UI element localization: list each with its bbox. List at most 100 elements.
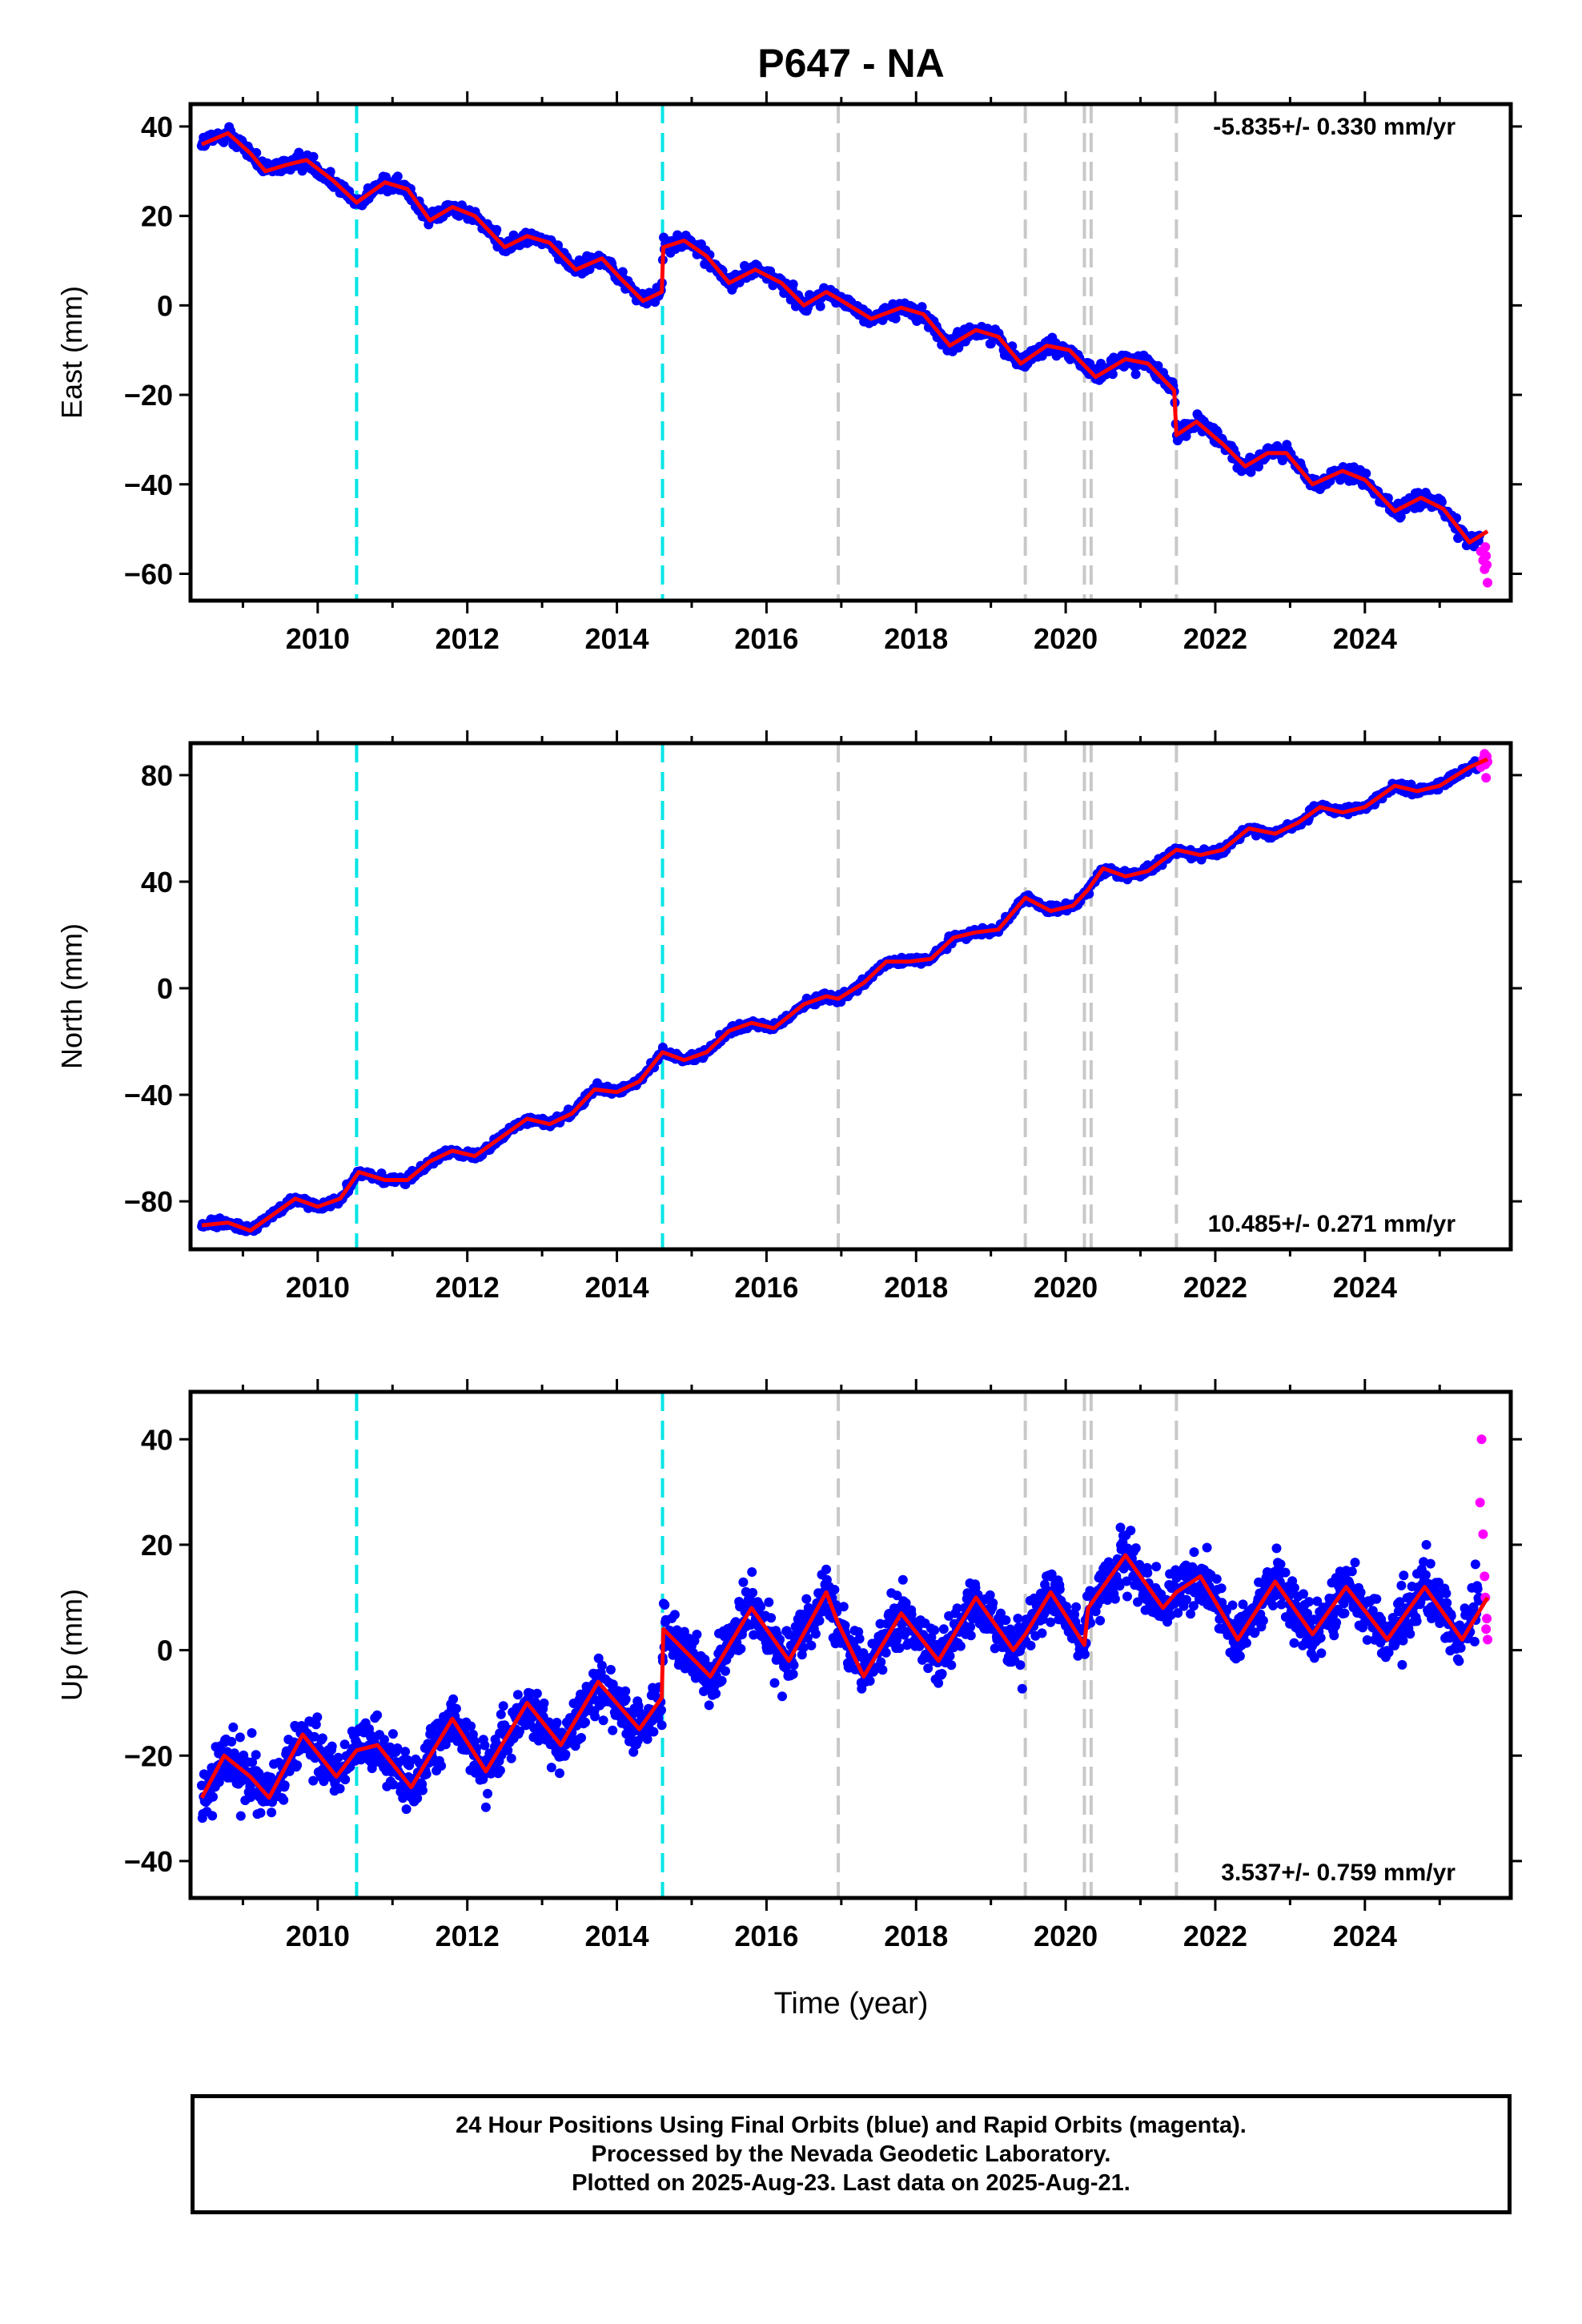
final-orbit-point xyxy=(228,1722,239,1732)
final-orbit-point xyxy=(815,301,825,312)
final-orbit-point xyxy=(1133,1597,1142,1607)
final-orbit-point xyxy=(1181,1594,1191,1605)
final-orbit-point xyxy=(1118,1563,1129,1574)
final-orbit-point xyxy=(692,1630,702,1639)
final-orbit-point xyxy=(1211,1574,1222,1584)
final-orbit-point xyxy=(339,1739,350,1750)
x-tick-label: 2024 xyxy=(1333,1271,1397,1304)
final-orbit-point xyxy=(254,1768,264,1779)
y-tick-label: 20 xyxy=(141,200,173,233)
final-orbit-point xyxy=(503,1745,513,1755)
final-orbit-point xyxy=(580,1717,590,1727)
y-tick-label: 80 xyxy=(141,759,173,792)
final-orbit-point xyxy=(311,1719,321,1730)
final-orbit-point xyxy=(748,1587,758,1598)
final-orbit-point xyxy=(810,1629,821,1639)
x-tick-label: 2012 xyxy=(436,1271,500,1304)
final-orbit-point xyxy=(777,1691,787,1702)
final-orbit-point xyxy=(1254,461,1263,472)
final-orbit-point xyxy=(1115,1522,1126,1533)
final-orbit-point xyxy=(327,1741,337,1751)
final-orbit-point xyxy=(788,279,798,289)
final-orbit-point xyxy=(1241,1638,1251,1648)
final-orbit-point xyxy=(227,1736,237,1747)
final-orbit-point xyxy=(495,1765,505,1775)
y-tick-label: −80 xyxy=(124,1185,173,1218)
final-orbit-point xyxy=(876,1657,886,1667)
final-orbit-point xyxy=(496,1709,506,1719)
final-orbit-point xyxy=(1001,1615,1011,1626)
final-orbit-point xyxy=(801,1594,812,1604)
final-orbit-point xyxy=(1153,360,1163,371)
final-orbit-point xyxy=(838,1602,849,1612)
velocity-annotation: -5.835+/- 0.330 mm/yr xyxy=(1213,114,1456,140)
final-orbit-point xyxy=(747,1567,757,1577)
final-orbit-point xyxy=(372,1710,383,1720)
final-orbit-point xyxy=(788,1669,798,1679)
final-orbit-point xyxy=(897,1574,908,1585)
final-orbit-point xyxy=(901,1598,911,1608)
final-orbit-point xyxy=(656,1705,666,1715)
final-orbit-point xyxy=(620,1694,631,1704)
y-axis-label: East (mm) xyxy=(55,286,88,419)
final-orbit-point xyxy=(387,1729,398,1739)
chart-title: P647 - NA xyxy=(757,41,944,86)
final-orbit-point xyxy=(235,1811,246,1821)
final-orbit-point xyxy=(1079,1649,1090,1659)
final-orbit-point xyxy=(1235,1651,1245,1661)
final-orbit-point xyxy=(1216,1583,1227,1594)
x-tick-label: 2022 xyxy=(1183,1271,1247,1304)
final-orbit-point xyxy=(704,1700,714,1711)
rapid-orbit-point xyxy=(1480,541,1491,552)
x-tick-label: 2024 xyxy=(1333,622,1397,655)
final-orbit-point xyxy=(1054,1584,1065,1594)
final-orbit-point xyxy=(492,224,502,235)
final-orbit-point xyxy=(1258,1615,1268,1626)
final-orbit-point xyxy=(966,1622,976,1632)
final-orbit-point xyxy=(1436,497,1447,507)
final-orbit-point xyxy=(964,1590,974,1601)
final-orbit-point xyxy=(996,1608,1006,1618)
final-orbit-point xyxy=(552,1718,562,1727)
final-orbit-point xyxy=(769,1678,780,1688)
x-tick-label: 2010 xyxy=(286,622,350,655)
final-orbit-point xyxy=(736,1643,746,1654)
y-tick-label: −40 xyxy=(124,468,173,501)
x-tick-label: 2022 xyxy=(1183,622,1247,655)
final-orbit-point xyxy=(628,1727,638,1737)
final-orbit-point xyxy=(656,1720,667,1731)
final-orbit-point xyxy=(255,1807,266,1818)
final-orbit-point xyxy=(858,1648,869,1659)
final-orbit-point xyxy=(937,1669,947,1679)
final-orbit-point xyxy=(952,1603,962,1614)
final-orbit-point xyxy=(1017,1683,1027,1694)
final-orbit-point xyxy=(892,1590,902,1601)
final-orbit-point xyxy=(798,1642,809,1653)
final-orbit-point xyxy=(1071,1602,1082,1612)
final-orbit-points xyxy=(196,122,1484,552)
final-orbit-point xyxy=(412,1793,423,1803)
final-orbit-point xyxy=(1186,1609,1196,1619)
final-orbit-point xyxy=(1095,1615,1106,1626)
final-orbit-point xyxy=(340,1775,351,1785)
final-orbit-point xyxy=(560,1749,571,1759)
final-orbit-point xyxy=(532,1688,542,1699)
final-orbit-point xyxy=(829,1585,840,1594)
final-orbit-point xyxy=(721,1666,730,1676)
final-orbit-point xyxy=(917,302,927,312)
x-tick-label: 2020 xyxy=(1034,1271,1098,1304)
final-orbit-point xyxy=(251,1750,261,1760)
final-orbit-point xyxy=(515,1726,524,1736)
final-orbit-point xyxy=(1250,1627,1260,1638)
final-orbit-point xyxy=(988,1598,998,1608)
final-orbit-point xyxy=(388,1779,399,1790)
final-orbit-point xyxy=(930,1625,940,1635)
y-axis-label: North (mm) xyxy=(55,923,88,1069)
final-orbit-point xyxy=(890,313,901,324)
final-orbit-point xyxy=(292,1760,303,1771)
x-tick-label: 2014 xyxy=(584,1271,648,1304)
final-orbit-point xyxy=(894,1643,905,1653)
rapid-orbit-point xyxy=(1482,560,1492,570)
